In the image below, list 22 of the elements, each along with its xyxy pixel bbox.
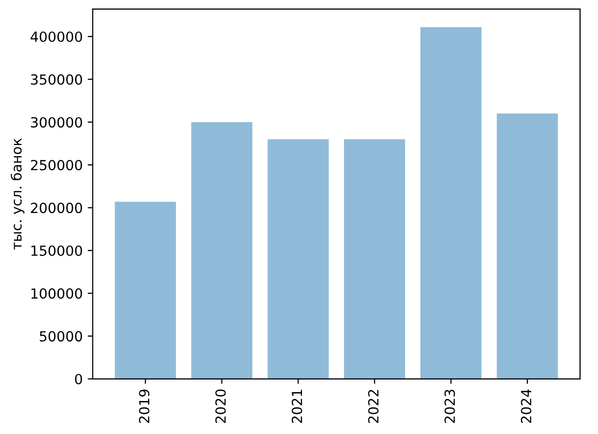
bar	[114, 202, 176, 379]
bar	[344, 139, 406, 379]
y-tick-label: 150000	[31, 245, 82, 256]
y-tick-label: 250000	[30, 160, 82, 170]
y-tick-label: 400000	[30, 31, 82, 42]
x-tick-label: 2020	[215, 390, 226, 423]
x-tick-label: 2024	[520, 389, 532, 423]
x-tick-label: 2019	[138, 390, 150, 423]
y-tick-label: 200000	[30, 202, 82, 214]
y-tick-label: 100000	[31, 288, 82, 299]
bar	[420, 27, 482, 379]
y-tick-label: 50000	[40, 331, 82, 342]
y-tick-label: 0	[75, 374, 82, 384]
bar	[268, 139, 329, 379]
x-tick-label: 2022	[368, 390, 379, 423]
y-axis-title: тыс. усл. банок	[10, 138, 24, 250]
y-tick-label: 350000	[31, 74, 82, 85]
y-tick-label: 300000	[31, 117, 82, 128]
bar	[191, 122, 252, 379]
x-tick-label: 2021	[292, 390, 302, 423]
bar	[496, 114, 558, 379]
x-tick-label: 2023	[444, 390, 455, 423]
